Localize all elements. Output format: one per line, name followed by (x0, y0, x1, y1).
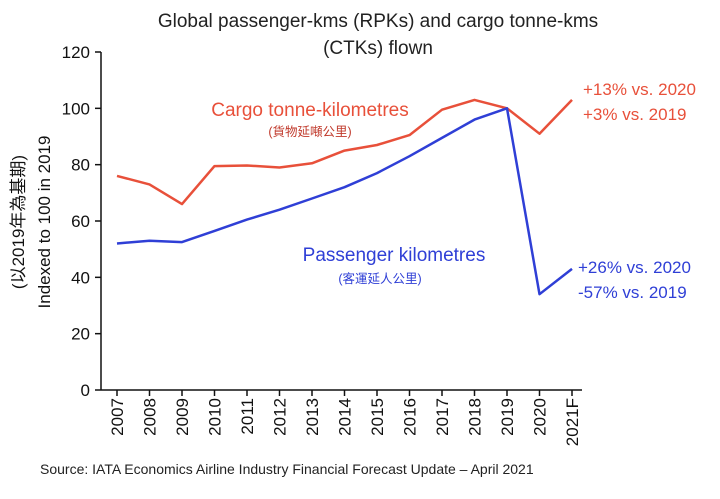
series-line-cargo (116, 98, 573, 206)
passenger-annotation-vs-2020: +26% vs. 2020 (578, 258, 691, 277)
y-axis-label: Indexed to 100 in 2019 (35, 136, 54, 309)
y-axis-ticks: 0 20 40 60 80 100 120 (62, 43, 101, 400)
x-tick-label: 2020 (531, 398, 550, 436)
y-tick-label: 40 (71, 268, 90, 287)
passenger-series-label: Passenger kilometres (303, 245, 486, 266)
x-tick-label: 2007 (108, 398, 127, 436)
x-tick-label: 2010 (206, 398, 225, 436)
cargo-annotation-vs-2019: +3% vs. 2019 (583, 105, 687, 124)
y-tick-label: 100 (62, 99, 90, 118)
y-tick-label: 120 (62, 43, 90, 62)
y-axis-label-zh: (以2019年為基期) (9, 155, 28, 289)
y-tick-label: 60 (71, 212, 90, 231)
x-tick-label: 2015 (368, 398, 387, 436)
passenger-annotation-vs-2019: -57% vs. 2019 (578, 283, 687, 302)
passenger-series-label-zh: (客運延人公里) (338, 271, 421, 286)
x-tick-label: 2009 (173, 398, 192, 436)
series-line-passenger (116, 107, 573, 296)
source-note: Source: IATA Economics Airline Industry … (40, 461, 534, 477)
cargo-series-label-zh: (貨物延噸公里) (268, 124, 351, 139)
x-tick-label: 2017 (433, 398, 452, 436)
y-tick-label: 80 (71, 156, 90, 175)
x-tick-label: 2014 (336, 398, 355, 436)
x-tick-label: 2012 (271, 398, 290, 436)
x-tick-label: 2011 (238, 398, 257, 435)
x-tick-label: 2008 (141, 398, 160, 436)
x-tick-label: 2018 (466, 398, 485, 436)
cargo-annotation-vs-2020: +13% vs. 2020 (583, 80, 696, 99)
x-tick-label: 2021F (563, 398, 582, 446)
x-tick-label: 2013 (303, 398, 322, 436)
x-axis-ticks: 2007 2008 2009 2010 2011 2012 2013 2014 2015 2016… (108, 390, 582, 446)
cargo-series-label: Cargo tonne-kilometres (211, 100, 408, 121)
y-tick-label: 20 (71, 325, 90, 344)
chart-title-line1: Global passenger-kms (RPKs) and cargo to… (158, 11, 598, 32)
chart-title-line2: (CTKs) flown (323, 38, 433, 59)
x-tick-label: 2016 (401, 398, 420, 436)
y-tick-label: 0 (81, 381, 90, 400)
x-tick-label: 2019 (498, 398, 517, 436)
